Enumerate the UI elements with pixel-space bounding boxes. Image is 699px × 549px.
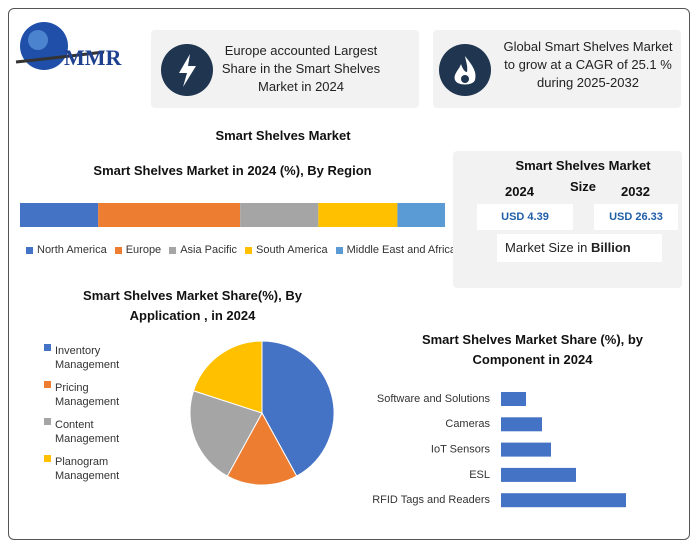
legend-label: Planogram Management	[55, 456, 120, 482]
market-size-box: Smart Shelves Market Size 2024 2032 USD …	[453, 151, 682, 288]
legend-label: South America	[256, 244, 328, 256]
bar-segment	[20, 203, 99, 227]
y-tick-label: RFID Tags and Readers	[372, 494, 490, 506]
legend-item: Inventory Management	[44, 344, 124, 381]
unit: Billion	[591, 240, 631, 255]
legend-swatch	[169, 246, 177, 254]
legend-item: North America	[26, 244, 107, 256]
legend-swatch	[44, 418, 51, 425]
main-title: Smart Shelves Market	[215, 128, 351, 143]
legend-swatch	[26, 246, 33, 254]
legend-swatch	[44, 455, 51, 462]
y-tick-label: IoT Sensors	[431, 444, 491, 456]
y-tick-label: Cameras	[445, 418, 490, 430]
bar-segment	[240, 203, 319, 227]
value: USD 4.39	[477, 204, 573, 230]
legend-swatch	[245, 246, 253, 254]
year: 2024	[505, 184, 534, 199]
highlight-text: Global Smart Shelves Market to grow at a…	[503, 39, 673, 90]
legend: North America Europe Asia Pacific South Ame…	[26, 244, 456, 256]
y-tick-label: Software and Solutions	[377, 393, 491, 405]
legend-item: Europe	[114, 244, 162, 256]
highlight-text: Europe accounted Largest Share in the Sm…	[221, 43, 381, 94]
legend-swatch	[114, 246, 122, 254]
legend-label: Middle East and Africa	[346, 244, 457, 256]
legend-label: Pricing Management	[55, 382, 120, 408]
note-text: Market Size in	[505, 240, 588, 255]
pie-slice	[226, 411, 298, 486]
chart-title: Smart Shelves Market Share (%), by Compo…	[421, 332, 644, 367]
legend-item: Middle East and Africa	[335, 244, 457, 256]
legend-label: Asia Pacific	[180, 244, 238, 256]
bar	[501, 442, 551, 457]
bar-segment	[318, 203, 398, 227]
value: USD 26.33	[594, 204, 678, 230]
bar-segment	[397, 203, 445, 227]
bar-segment	[98, 203, 241, 227]
legend-label: Europe	[125, 244, 162, 256]
bar	[501, 467, 576, 482]
chart-title: Smart Shelves Market Share(%), By Applic…	[83, 288, 302, 323]
legend-label: Inventory Management	[55, 345, 120, 371]
logo: MMR	[64, 45, 123, 70]
year: 2032	[621, 184, 650, 199]
note: Market Size in Billion	[497, 234, 662, 262]
legend-swatch	[44, 381, 51, 388]
pie-slice	[189, 390, 263, 477]
bar	[501, 417, 542, 432]
legend-swatch	[44, 344, 51, 351]
legend-item: Content Management	[44, 418, 124, 455]
highlight-box: Global Smart Shelves Market to grow at a…	[433, 30, 681, 108]
pie-slice	[192, 340, 263, 414]
icon	[439, 44, 491, 96]
legend-label: Content Management	[55, 419, 120, 445]
legend-item: Planogram Management	[44, 455, 124, 492]
legend: Inventory Management Pricing Management Co…	[44, 344, 124, 492]
bar	[501, 493, 626, 508]
legend-label: North America	[37, 244, 107, 256]
highlight-box: Europe accounted Largest Share in the Sm…	[151, 30, 419, 108]
frame	[8, 8, 690, 540]
legend-item: Pricing Management	[44, 381, 124, 418]
legend-swatch	[335, 246, 343, 254]
y-tick-label: ESL	[469, 469, 490, 481]
bar	[501, 392, 526, 406]
logo-icon: MMR	[15, 22, 123, 70]
box-title: Smart Shelves Market Size	[515, 158, 651, 194]
chart-title: Smart Shelves Market in 2024 (%), By Reg…	[93, 163, 372, 178]
icon	[161, 44, 213, 96]
legend-item: South America	[245, 244, 328, 256]
legend-item: Asia Pacific	[169, 244, 237, 256]
pie-slice	[261, 340, 335, 477]
